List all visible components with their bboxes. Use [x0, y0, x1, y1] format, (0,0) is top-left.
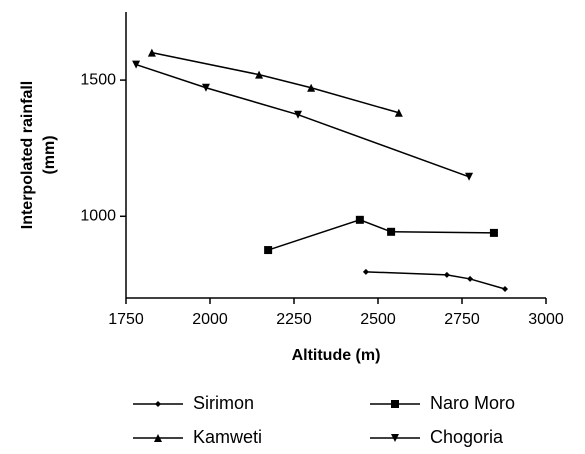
x-tick-label: 2000	[192, 311, 228, 328]
x-tick-label: 2500	[360, 311, 396, 328]
marker	[391, 400, 399, 408]
marker	[387, 227, 396, 236]
x-tick-label: 3000	[528, 311, 564, 328]
marker	[355, 215, 364, 224]
marker	[362, 268, 369, 275]
legend-label: Chogoria	[430, 427, 504, 447]
y-tick-label: 1500	[80, 71, 116, 88]
y-axis-label: Interpolated rainfall	[19, 81, 36, 229]
marker	[132, 60, 141, 69]
line	[267, 219, 494, 251]
y-tick-label: 1000	[80, 208, 116, 225]
marker	[489, 228, 498, 237]
marker	[391, 434, 399, 442]
line	[151, 51, 400, 114]
marker	[394, 108, 403, 117]
y-axis-label: (mm)	[41, 135, 58, 174]
x-axis-label: Altitude (m)	[292, 347, 381, 364]
marker	[255, 70, 264, 79]
marker	[443, 271, 450, 278]
line	[365, 271, 506, 290]
marker	[147, 48, 156, 57]
x-tick-label: 1750	[108, 311, 144, 328]
marker	[467, 275, 474, 282]
x-tick-label: 2250	[276, 311, 312, 328]
legend-label: Sirimon	[193, 393, 254, 413]
marker	[155, 401, 161, 407]
legend-label: Naro Moro	[430, 393, 515, 413]
marker	[465, 172, 474, 181]
marker	[154, 434, 162, 442]
marker	[264, 246, 273, 255]
legend-label: Kamweti	[193, 427, 262, 447]
x-tick-label: 2750	[444, 311, 480, 328]
marker	[201, 83, 210, 92]
marker	[502, 286, 509, 293]
line	[135, 63, 470, 178]
marker	[294, 110, 303, 119]
marker	[307, 83, 316, 92]
